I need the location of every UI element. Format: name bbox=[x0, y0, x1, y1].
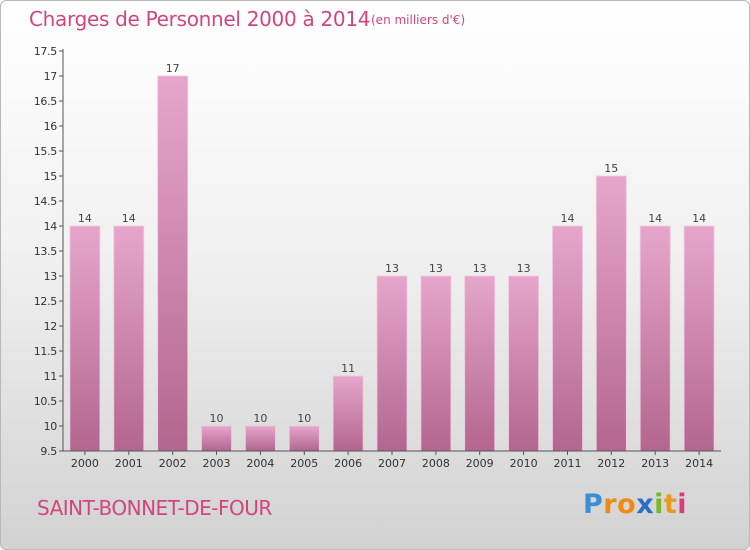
data-label-2008: 13 bbox=[429, 262, 443, 275]
y-tick-label-11: 11 bbox=[44, 370, 57, 383]
data-label-2001: 14 bbox=[122, 212, 136, 225]
proxiti-logo: Proxiti bbox=[583, 489, 688, 520]
x-tick-label-2008: 2008 bbox=[422, 457, 450, 470]
x-tick-label-2003: 2003 bbox=[203, 457, 231, 470]
data-label-2005: 10 bbox=[297, 412, 311, 425]
data-label-2010: 13 bbox=[517, 262, 531, 275]
bar-2006 bbox=[332, 375, 364, 452]
x-tick-label-2013: 2013 bbox=[641, 457, 669, 470]
y-tick-label-17: 17 bbox=[44, 70, 58, 83]
x-tick-label-2006: 2006 bbox=[334, 457, 362, 470]
data-label-2002: 17 bbox=[166, 62, 180, 75]
data-label-2013: 14 bbox=[648, 212, 662, 225]
town-name: SAINT-BONNET-DE-FOUR bbox=[37, 496, 272, 520]
bar-2007 bbox=[376, 275, 408, 452]
y-tick-label-16: 16 bbox=[44, 120, 58, 133]
bar-2012 bbox=[595, 175, 627, 452]
x-tick-label-2009: 2009 bbox=[466, 457, 494, 470]
data-label-2009: 13 bbox=[473, 262, 487, 275]
y-tick-label-14.5: 14.5 bbox=[34, 195, 58, 208]
y-tick-label-15: 15 bbox=[44, 170, 58, 183]
y-tick-label-10: 10 bbox=[44, 420, 58, 433]
y-tick-label-10.5: 10.5 bbox=[34, 395, 58, 408]
y-tick-label-17.5: 17.5 bbox=[34, 45, 58, 58]
x-tick-label-2014: 2014 bbox=[685, 457, 713, 470]
chart-title: Charges de Personnel 2000 à 2014 bbox=[29, 7, 371, 31]
bar-2009 bbox=[464, 275, 496, 452]
data-label-2014: 14 bbox=[692, 212, 706, 225]
x-tick-label-2000: 2000 bbox=[71, 457, 99, 470]
bar-2005 bbox=[288, 425, 320, 452]
data-label-2007: 13 bbox=[385, 262, 399, 275]
data-label-2000: 14 bbox=[78, 212, 92, 225]
y-tick-label-14: 14 bbox=[44, 220, 58, 233]
data-label-2003: 10 bbox=[210, 412, 224, 425]
x-tick-label-2005: 2005 bbox=[290, 457, 318, 470]
x-tick-label-2010: 2010 bbox=[510, 457, 538, 470]
data-label-2012: 15 bbox=[604, 162, 618, 175]
y-tick-label-13: 13 bbox=[44, 270, 58, 283]
y-tick-label-9.5: 9.5 bbox=[40, 445, 57, 458]
bar-2011 bbox=[552, 225, 583, 452]
y-tick-label-11.5: 11.5 bbox=[34, 345, 58, 358]
y-tick-label-12: 12 bbox=[44, 320, 57, 333]
data-label-2006: 11 bbox=[341, 362, 355, 375]
bar-2010 bbox=[508, 275, 540, 452]
data-label-2004: 10 bbox=[253, 412, 267, 425]
bar-2002 bbox=[157, 75, 189, 452]
x-tick-label-2002: 2002 bbox=[159, 457, 187, 470]
x-tick-label-2004: 2004 bbox=[246, 457, 274, 470]
y-tick-label-16.5: 16.5 bbox=[34, 95, 58, 108]
chart-subtitle: (en milliers d'€) bbox=[371, 13, 466, 27]
bar-2014 bbox=[683, 225, 715, 452]
data-label-2011: 14 bbox=[561, 212, 575, 225]
x-tick-label-2012: 2012 bbox=[597, 457, 625, 470]
y-tick-label-13.5: 13.5 bbox=[34, 245, 58, 258]
x-tick-label-2011: 2011 bbox=[554, 457, 582, 470]
bar-2001 bbox=[113, 225, 145, 452]
bar-2013 bbox=[639, 225, 671, 452]
x-tick-label-2001: 2001 bbox=[115, 457, 143, 470]
bar-2000 bbox=[69, 225, 101, 452]
x-tick-label-2007: 2007 bbox=[378, 457, 406, 470]
y-tick-label-12.5: 12.5 bbox=[34, 295, 58, 308]
bar-2008 bbox=[420, 275, 452, 452]
y-tick-label-15.5: 15.5 bbox=[34, 145, 58, 158]
bar-2004 bbox=[244, 425, 276, 452]
bar-2003 bbox=[201, 425, 232, 452]
